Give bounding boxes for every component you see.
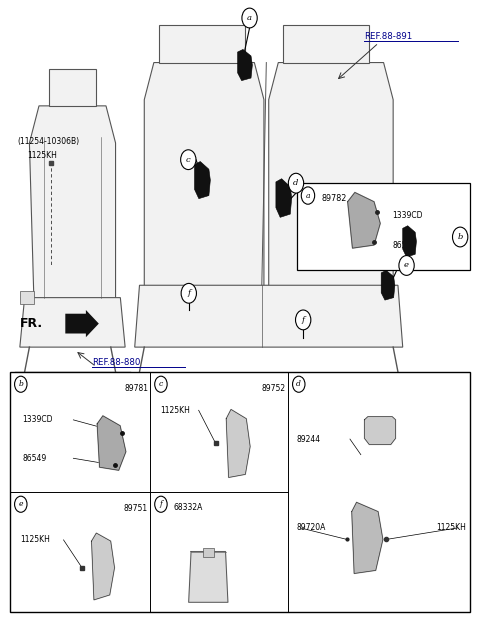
Circle shape <box>180 150 196 170</box>
Polygon shape <box>403 226 417 257</box>
Polygon shape <box>48 69 96 106</box>
Polygon shape <box>226 409 250 477</box>
Text: e: e <box>19 500 23 508</box>
Text: 89781: 89781 <box>124 384 148 393</box>
Polygon shape <box>20 298 125 347</box>
Polygon shape <box>65 310 99 337</box>
Polygon shape <box>269 63 393 298</box>
Text: 1125KH: 1125KH <box>160 405 190 415</box>
Text: c: c <box>186 156 191 164</box>
Polygon shape <box>238 50 252 81</box>
Polygon shape <box>381 270 395 300</box>
Polygon shape <box>92 533 115 600</box>
Polygon shape <box>106 372 130 384</box>
Circle shape <box>155 496 167 512</box>
Polygon shape <box>352 502 383 574</box>
Polygon shape <box>189 552 228 602</box>
Text: 89752: 89752 <box>262 384 286 393</box>
Text: 89782: 89782 <box>322 194 347 203</box>
Polygon shape <box>276 179 292 218</box>
Circle shape <box>242 8 257 28</box>
Circle shape <box>296 310 311 330</box>
Text: 1339CD: 1339CD <box>22 415 53 424</box>
Text: REF.88-891: REF.88-891 <box>364 32 413 41</box>
Circle shape <box>14 376 27 392</box>
Polygon shape <box>158 25 245 63</box>
Text: d: d <box>296 380 301 388</box>
Circle shape <box>14 496 27 512</box>
Text: 86549: 86549 <box>392 241 417 249</box>
Text: 1125KH: 1125KH <box>20 536 50 544</box>
Text: 1125KH: 1125KH <box>27 151 57 161</box>
Text: b: b <box>457 233 463 241</box>
Polygon shape <box>364 417 396 445</box>
Polygon shape <box>97 416 126 470</box>
Circle shape <box>292 376 305 392</box>
Circle shape <box>301 187 315 204</box>
Text: 89720A: 89720A <box>297 523 326 533</box>
Text: (11254-10306B): (11254-10306B) <box>17 137 80 146</box>
Text: a: a <box>306 192 310 200</box>
Text: c: c <box>159 380 163 388</box>
Polygon shape <box>135 285 403 347</box>
Bar <box>298 183 470 270</box>
Polygon shape <box>194 162 210 198</box>
Text: f: f <box>301 316 305 324</box>
Text: f: f <box>187 290 191 298</box>
Polygon shape <box>29 106 116 310</box>
Text: b: b <box>18 380 23 388</box>
Bar <box>203 548 214 557</box>
Text: 1125KH: 1125KH <box>436 523 466 533</box>
Text: REF.88-880: REF.88-880 <box>92 358 140 367</box>
Circle shape <box>155 376 167 392</box>
Circle shape <box>399 255 414 275</box>
Text: d: d <box>293 179 299 187</box>
Text: 68332A: 68332A <box>173 503 203 512</box>
Text: a: a <box>247 14 252 22</box>
Text: 89244: 89244 <box>297 435 321 443</box>
Polygon shape <box>283 25 369 63</box>
Text: 89751: 89751 <box>124 504 148 513</box>
Polygon shape <box>348 192 380 248</box>
Text: f: f <box>159 500 162 508</box>
Text: e: e <box>404 262 409 270</box>
Text: 1339CD: 1339CD <box>392 211 423 220</box>
Bar <box>10 372 470 612</box>
Circle shape <box>453 227 468 247</box>
Circle shape <box>181 283 196 303</box>
Polygon shape <box>144 63 264 298</box>
Circle shape <box>288 173 304 193</box>
Polygon shape <box>20 291 34 304</box>
Text: FR.: FR. <box>20 317 43 330</box>
Text: 86549: 86549 <box>22 454 47 463</box>
Polygon shape <box>15 372 39 384</box>
